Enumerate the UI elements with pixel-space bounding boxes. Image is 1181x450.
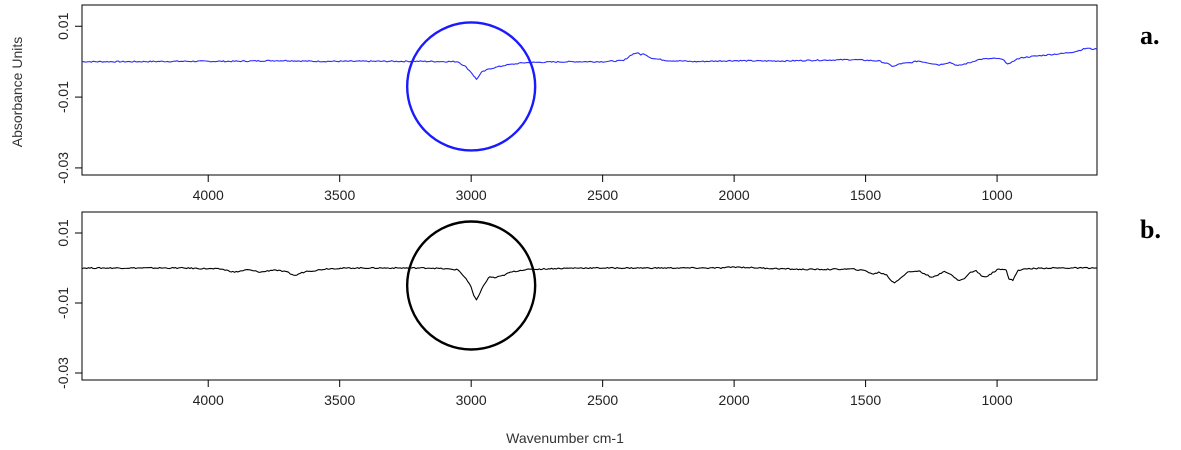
highlight-circle [407, 222, 535, 350]
x-tick-label: 1000 [981, 187, 1012, 203]
x-tick-label: 2000 [719, 187, 750, 203]
x-tick-label: 4000 [193, 187, 224, 203]
x-tick-label: 3500 [324, 187, 355, 203]
chart-panel-a: 4000 3500 3000 2500 2000 1500 1000 0.01 -0.01 -0.… [55, 5, 1160, 203]
x-tick-label: 1500 [850, 392, 881, 408]
plot-frame [82, 212, 1097, 380]
y-tick-label: -0.01 [55, 81, 71, 113]
x-tick-label: 3000 [456, 187, 487, 203]
y-tick-label: -0.01 [55, 287, 71, 319]
y-axis-title: Absorbance Units [9, 37, 25, 148]
x-tick-label: 1500 [850, 187, 881, 203]
chart-panel-b: 4000 3500 3000 2500 2000 1500 1000 0.01 -0.01 -0.… [55, 212, 1161, 408]
plot-frame [82, 5, 1097, 175]
x-tick-label: 3000 [456, 392, 487, 408]
x-tick-label: 2500 [587, 187, 618, 203]
x-tick-label: 1000 [981, 392, 1012, 408]
x-tick-label: 3500 [324, 392, 355, 408]
x-tick-label: 2000 [719, 392, 750, 408]
x-tick-label: 2500 [587, 392, 618, 408]
y-tick-label: 0.01 [55, 219, 71, 246]
highlight-circle [407, 22, 535, 150]
series-line [82, 48, 1097, 79]
y-tick-label: -0.03 [55, 152, 71, 184]
series-line [82, 267, 1097, 300]
x-tick-label: 4000 [193, 392, 224, 408]
x-axis-title: Wavenumber cm-1 [506, 430, 624, 446]
panel-label: b. [1140, 215, 1161, 244]
panel-label: a. [1140, 21, 1160, 50]
y-tick-label: -0.03 [55, 357, 71, 389]
y-tick-label: 0.01 [55, 12, 71, 39]
